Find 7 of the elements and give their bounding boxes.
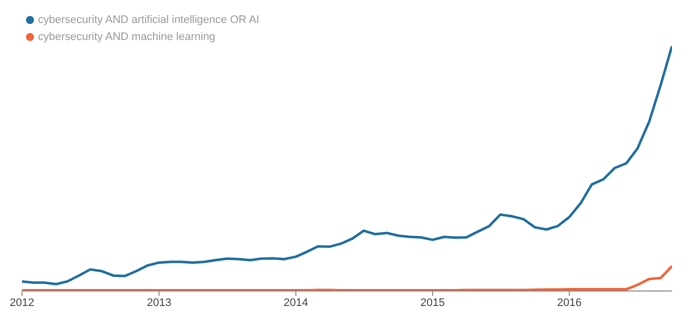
- legend-label: cybersecurity AND machine learning: [38, 31, 216, 43]
- x-tick-label: 2013: [146, 296, 172, 309]
- x-tick-label: 2012: [10, 296, 34, 309]
- x-tick-label: 2015: [420, 296, 445, 309]
- x-tick-label: 2016: [557, 296, 582, 309]
- legend-label: cybersecurity AND artificial intelligence OR AI: [38, 14, 260, 26]
- x-tick-label: 2014: [284, 296, 308, 309]
